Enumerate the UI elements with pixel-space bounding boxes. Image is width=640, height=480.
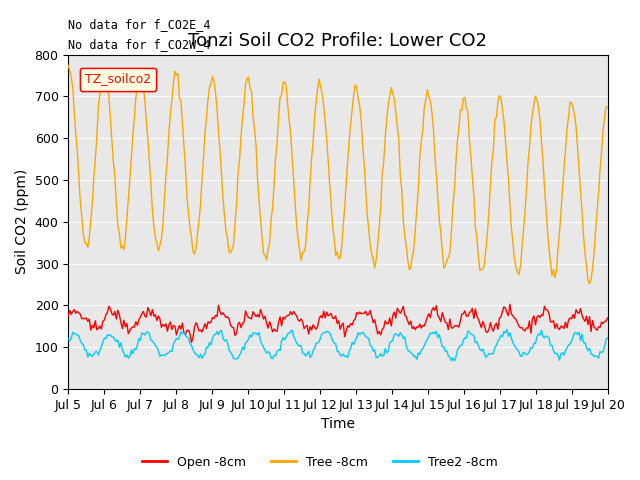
Legend: TZ_soilco2: TZ_soilco2 [80, 68, 156, 91]
Text: No data for f_CO2E_4: No data for f_CO2E_4 [68, 18, 211, 31]
Legend: Open -8cm, Tree -8cm, Tree2 -8cm: Open -8cm, Tree -8cm, Tree2 -8cm [137, 451, 503, 474]
Text: No data for f_CO2W_4: No data for f_CO2W_4 [68, 38, 211, 51]
X-axis label: Time: Time [321, 418, 355, 432]
Title: Tonzi Soil CO2 Profile: Lower CO2: Tonzi Soil CO2 Profile: Lower CO2 [188, 32, 488, 50]
Y-axis label: Soil CO2 (ppm): Soil CO2 (ppm) [15, 169, 29, 275]
